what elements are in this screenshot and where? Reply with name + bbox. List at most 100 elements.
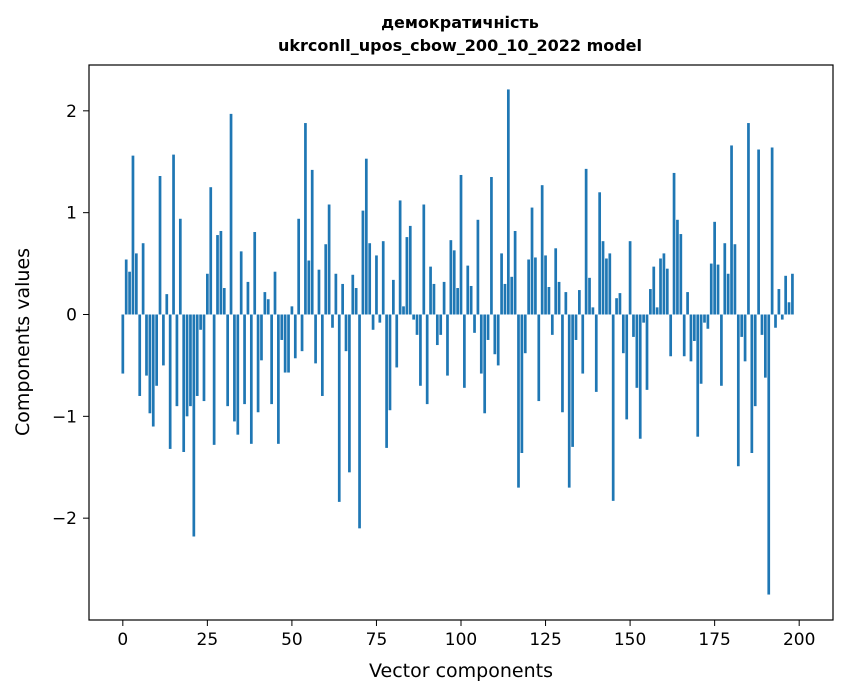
bar bbox=[263, 292, 267, 315]
bar bbox=[364, 158, 368, 315]
bar bbox=[645, 314, 649, 390]
bar bbox=[175, 314, 179, 407]
bar bbox=[473, 314, 476, 333]
y-tick-label: −1 bbox=[52, 407, 77, 427]
bar bbox=[324, 244, 328, 315]
bar bbox=[770, 147, 774, 315]
bar bbox=[517, 314, 520, 488]
y-axis-ticks: −2 −1 0 1 2 bbox=[52, 102, 89, 529]
bar bbox=[385, 314, 388, 448]
bar bbox=[317, 269, 321, 315]
bar bbox=[151, 314, 155, 427]
bar bbox=[503, 283, 507, 315]
bar bbox=[659, 258, 662, 315]
bar bbox=[500, 253, 503, 315]
bar bbox=[496, 314, 500, 366]
bar bbox=[452, 250, 456, 315]
bar bbox=[510, 276, 514, 315]
bar bbox=[277, 314, 280, 444]
bar bbox=[672, 172, 676, 315]
bar bbox=[665, 268, 669, 315]
bar bbox=[402, 306, 405, 315]
bar bbox=[490, 177, 493, 315]
bar bbox=[412, 314, 416, 320]
bar bbox=[686, 292, 689, 315]
bar bbox=[764, 314, 767, 378]
bar bbox=[293, 314, 297, 359]
bar bbox=[655, 307, 659, 315]
bar bbox=[354, 288, 358, 315]
x-tick-label: 75 bbox=[366, 630, 388, 650]
bar bbox=[192, 314, 196, 537]
bar bbox=[787, 302, 791, 315]
bar bbox=[632, 314, 635, 337]
bar bbox=[706, 314, 710, 329]
bar bbox=[375, 255, 378, 315]
bar bbox=[415, 314, 419, 335]
bar bbox=[757, 149, 760, 315]
bar bbox=[371, 314, 375, 330]
bar bbox=[564, 292, 568, 315]
bar bbox=[327, 204, 331, 315]
bar bbox=[195, 314, 199, 396]
bar bbox=[682, 314, 686, 357]
bar bbox=[506, 89, 510, 315]
bar bbox=[699, 314, 703, 384]
bar bbox=[216, 235, 219, 315]
bar bbox=[557, 281, 561, 315]
bar bbox=[134, 253, 138, 315]
bar bbox=[172, 154, 175, 315]
bar bbox=[554, 248, 558, 315]
bar bbox=[449, 240, 453, 315]
bar bbox=[594, 314, 598, 392]
bar bbox=[561, 314, 564, 413]
bar bbox=[226, 314, 230, 407]
bar bbox=[145, 314, 148, 376]
bar bbox=[432, 283, 436, 315]
bar bbox=[419, 314, 422, 386]
bar bbox=[750, 314, 754, 453]
bar bbox=[435, 314, 439, 346]
bar bbox=[239, 251, 243, 315]
bar bbox=[703, 314, 706, 323]
bar bbox=[567, 314, 571, 488]
bar bbox=[669, 314, 673, 357]
bar bbox=[550, 314, 554, 335]
bar bbox=[425, 314, 429, 405]
x-tick-label: 25 bbox=[197, 630, 219, 650]
bar bbox=[615, 298, 618, 315]
bar bbox=[331, 314, 334, 328]
bar bbox=[422, 204, 426, 315]
bar bbox=[486, 314, 490, 340]
bar bbox=[605, 258, 608, 315]
y-tick-label: 2 bbox=[66, 102, 77, 122]
bar bbox=[483, 314, 487, 414]
bar bbox=[584, 168, 588, 315]
bar bbox=[439, 314, 443, 335]
bar bbox=[456, 288, 459, 315]
bar bbox=[314, 314, 317, 364]
bar bbox=[466, 265, 470, 315]
bar bbox=[212, 314, 216, 445]
bar bbox=[601, 241, 605, 315]
bar bbox=[649, 289, 652, 315]
bar bbox=[777, 289, 781, 315]
bar bbox=[219, 230, 223, 315]
bar bbox=[537, 314, 541, 402]
bar bbox=[398, 200, 402, 315]
bar bbox=[479, 314, 483, 374]
bar bbox=[662, 253, 666, 315]
bar bbox=[442, 281, 446, 315]
bar bbox=[713, 221, 716, 315]
bar bbox=[131, 155, 135, 315]
bar bbox=[571, 314, 574, 447]
bar bbox=[300, 314, 304, 352]
bar bbox=[162, 314, 165, 366]
bar bbox=[628, 241, 632, 315]
bar bbox=[588, 277, 591, 315]
bar bbox=[287, 314, 290, 373]
bar bbox=[297, 218, 301, 315]
bar bbox=[635, 314, 639, 388]
